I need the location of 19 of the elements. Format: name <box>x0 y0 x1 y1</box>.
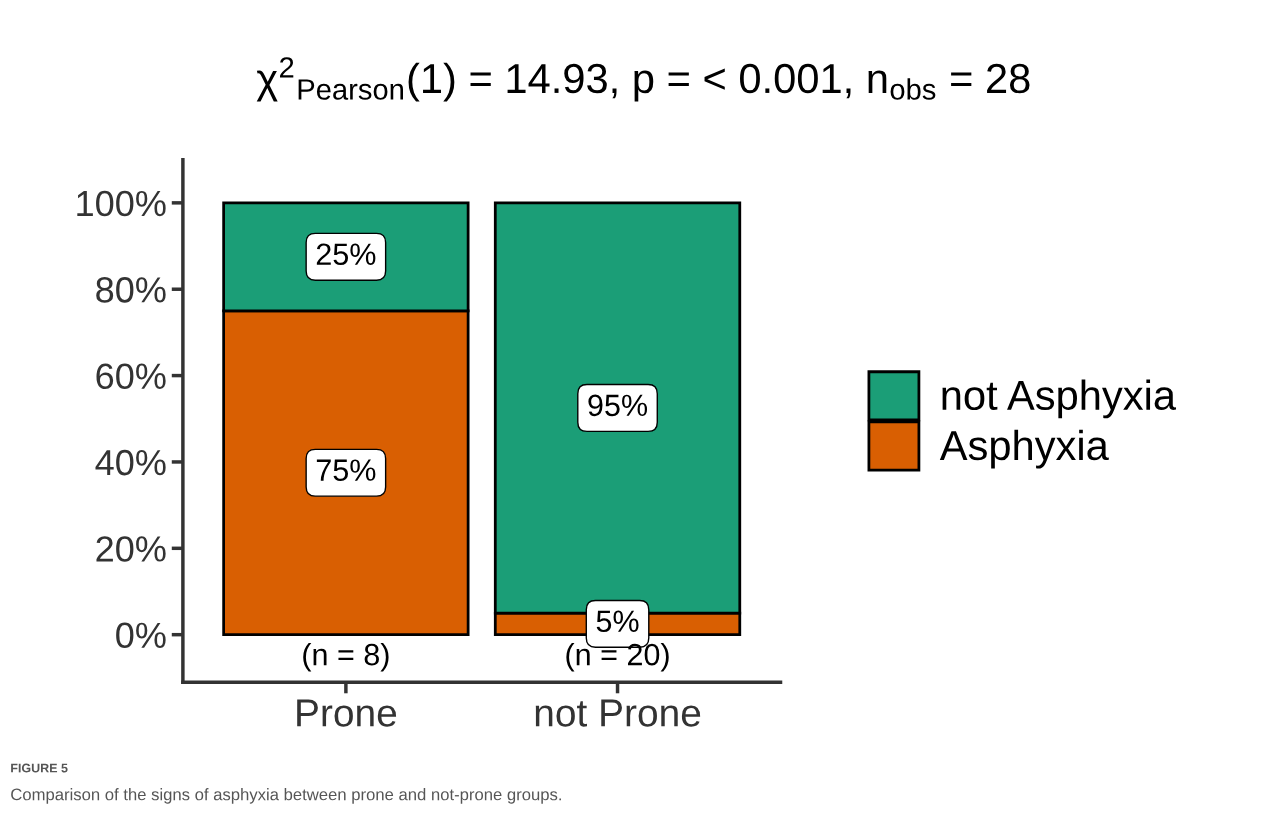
legend-label: not Asphyxia <box>942 379 1177 419</box>
y-tick-label: 80% <box>96 277 166 303</box>
x-tick-label: Prone <box>297 699 397 727</box>
text: Comparison of the signs of asphyxia between prone and not-prone groups. <box>11 788 561 804</box>
annotation: (n = 20) <box>566 643 669 672</box>
chart-title: χ$^{2}$$_{Pearson}$(1) = 14.93, p = < 0.001, n$_{obs}$ = 28 <box>256 57 1030 102</box>
y-tick-label: 20% <box>96 536 166 562</box>
annotation: (n = 8) <box>303 643 389 672</box>
legend-label: Asphyxia <box>939 429 1109 469</box>
y-tick-label: 40% <box>95 449 166 476</box>
x-tick-label: not Prone <box>535 699 701 727</box>
data-label: 25% <box>316 243 376 266</box>
y-tick-label: 100% <box>77 190 166 217</box>
data-label: 5% <box>596 610 639 633</box>
y-tick-label: 0% <box>116 622 166 649</box>
caption: FIGURE 5 <box>11 763 68 773</box>
data-label: 75% <box>316 459 376 481</box>
data-label: 95% <box>588 394 648 417</box>
y-tick-label: 60% <box>96 363 166 390</box>
